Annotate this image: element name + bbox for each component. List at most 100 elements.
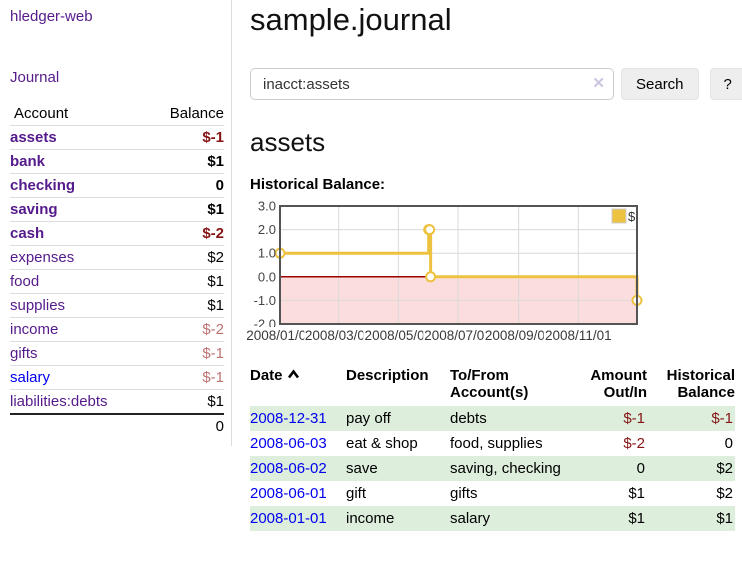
transaction-balance: $2 [716,485,733,502]
account-row: gifts $-1 [10,342,224,366]
account-row: food $1 [10,270,224,294]
register-row: 2008-01-01 income salary $1 $1 [250,506,735,531]
transaction-accounts: debts [450,410,487,427]
accounts-table: Account Balance assets $-1 bank $1 [10,102,224,438]
clear-search-icon[interactable]: ✕ [592,75,605,92]
account-link[interactable]: bank [10,153,46,170]
x-tick-label: 2008/05/01 [363,328,434,343]
account-link[interactable]: expenses [10,249,75,266]
transaction-balance: $-1 [711,410,733,427]
transaction-balance: $2 [716,460,733,477]
transaction-description: income [346,510,395,527]
transaction-accounts: salary [450,510,491,527]
account-row: cash $-2 [10,222,224,246]
description-column-header: Description [346,367,429,384]
transaction-description: save [346,460,378,477]
transaction-amount: $-2 [623,435,645,452]
account-link[interactable]: assets [10,129,57,146]
account-balance: $1 [207,153,224,170]
transaction-date-link[interactable]: 2008-06-01 [250,485,327,502]
accounts-total-value: 0 [215,418,224,435]
account-row: income $-2 [10,318,224,342]
account-balance: $1 [207,297,224,314]
account-row: expenses $2 [10,246,224,270]
account-row: checking 0 [10,174,224,198]
account-row: saving $1 [10,198,224,222]
svg-text:2.0: 2.0 [258,222,276,237]
transaction-balance: 0 [724,435,733,452]
x-tick-label: 2008/07/01 [423,328,493,343]
main-content: sample.journal ✕ Search ? assets Histori… [232,0,742,531]
legend-label: $ [628,209,636,224]
account-link[interactable]: liabilities:debts [10,393,108,410]
transaction-accounts: food, supplies [450,435,543,452]
transaction-description: pay off [346,410,391,427]
search-form: ✕ Search ? [250,68,742,100]
account-row: salary $-1 [10,366,224,390]
register-row: 2008-06-02 save saving, checking 0 $2 [250,456,735,481]
transaction-date-link[interactable]: 2008-06-03 [250,435,327,452]
transaction-date-link[interactable]: 2008-01-01 [250,510,327,527]
balance-column-header: Balance [169,105,224,122]
search-button[interactable]: Search [621,68,699,100]
account-column-header: Account [14,105,69,122]
account-link[interactable]: checking [10,177,76,194]
account-link[interactable]: cash [10,225,45,242]
register-header-row: Date Description To/From Account(s) Amou… [250,365,735,406]
account-balance: $1 [207,201,224,218]
date-column-label: Date [250,367,283,384]
x-tick-label: 2008/11/01 [544,328,613,343]
account-link[interactable]: gifts [10,345,38,362]
balance-column-header-register: Historical Balance [666,367,735,401]
account-link[interactable]: saving [10,201,58,218]
help-button[interactable]: ? [709,68,742,100]
svg-text:1.0: 1.0 [258,246,276,261]
transaction-accounts: saving, checking [450,460,561,477]
brand-link[interactable]: hledger-web [10,8,93,25]
accounts-table-header: Account Balance [10,102,224,126]
accounts-column-header: To/From Account(s) [450,367,529,401]
x-tick-label: 2008/01/01 [245,328,315,343]
account-balance: 0 [215,177,224,194]
account-link[interactable]: food [10,273,40,290]
svg-text:0.0: 0.0 [258,269,276,284]
hledger-web-app: hledger-web Journal Account Balance asse… [10,0,742,531]
account-balance: $-1 [202,369,224,386]
account-link[interactable]: salary [10,369,51,386]
transaction-amount: $-1 [623,410,645,427]
transaction-date-link[interactable]: 2008-06-02 [250,460,327,477]
register-row: 2008-12-31 pay off debts $-1 $-1 [250,406,735,431]
transaction-amount: $1 [628,510,645,527]
sidebar-item-journal[interactable]: Journal [10,69,60,86]
transaction-amount: $1 [628,485,645,502]
account-balance: $2 [207,249,224,266]
account-balance: $-1 [202,345,224,362]
account-link[interactable]: income [10,321,59,338]
account-row: supplies $1 [10,294,224,318]
svg-text:-1.0: -1.0 [254,293,276,308]
register-row: 2008-06-03 eat & shop food, supplies $-2… [250,431,735,456]
transaction-date-link[interactable]: 2008-12-31 [250,410,327,427]
transaction-description: eat & shop [346,435,418,452]
transaction-balance: $1 [716,510,733,527]
search-box: ✕ [250,68,614,100]
accounts-total-row: 0 [10,414,224,438]
account-balance: $1 [207,273,224,290]
date-column-header[interactable]: Date [250,365,346,406]
account-balance: $-1 [202,129,224,146]
transaction-description: gift [346,485,367,502]
sort-ascending-icon [287,367,300,384]
historical-balance-chart: $3.0 2.0 1.0 0.0 -1.0 -2.0 2008/01/01 2008/03/… [245,201,675,351]
chart-title: Historical Balance: [250,176,386,193]
svg-text:-2.0: -2.0 [254,317,276,328]
account-row: assets $-1 [10,126,224,150]
account-balance: $-2 [202,225,224,242]
search-input[interactable] [250,68,614,100]
register-table: Date Description To/From Account(s) Amou… [250,365,735,531]
register-row: 2008-06-01 gift gifts $1 $2 [250,481,735,506]
chart-canvas: $3.0 2.0 1.0 0.0 -1.0 -2.0 [254,201,643,328]
svg-text:3.0: 3.0 [258,201,276,214]
account-row: liabilities:debts $1 [10,390,224,414]
account-link[interactable]: supplies [10,297,66,314]
account-balance: $-2 [202,321,224,338]
